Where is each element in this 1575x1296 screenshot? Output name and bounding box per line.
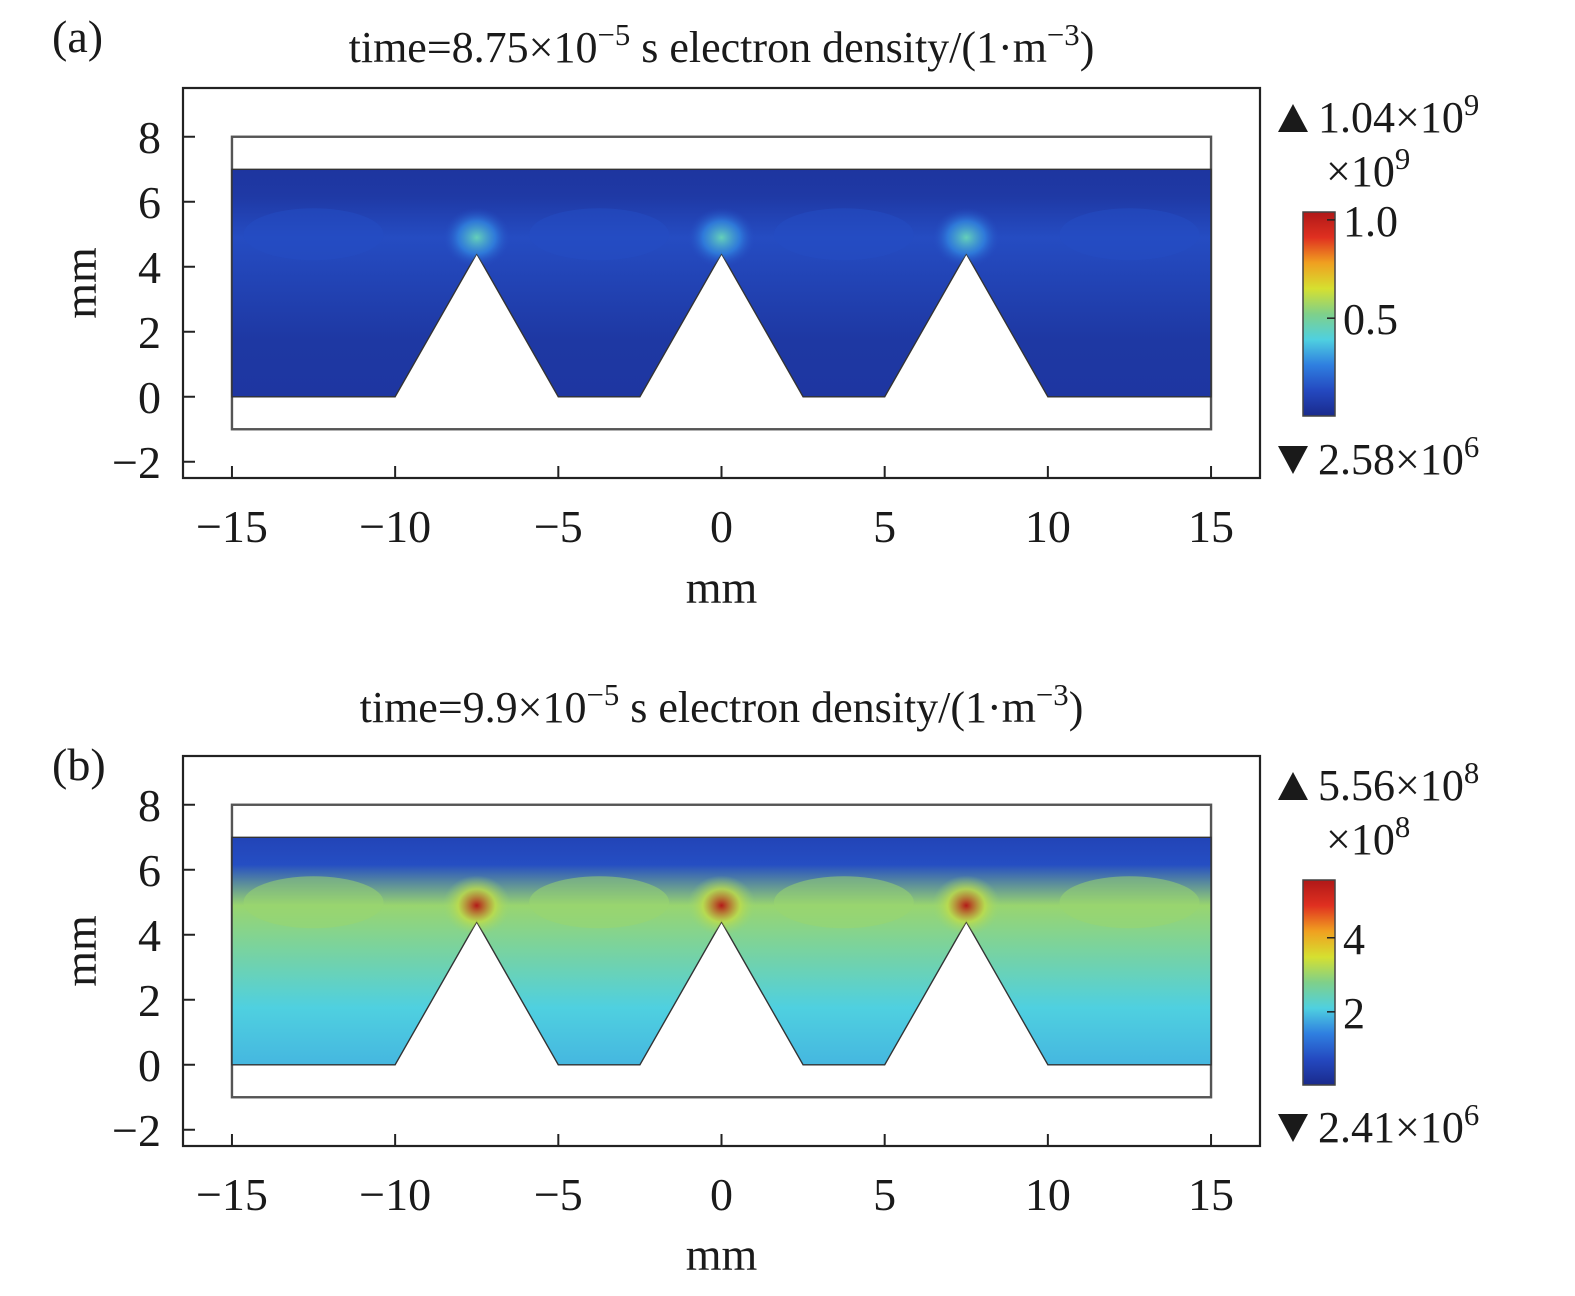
max-triangle-icon [1278, 772, 1308, 800]
x-tick-label: 5 [873, 1169, 896, 1220]
density-lobe-3 [773, 876, 914, 929]
density-lobe-4 [1059, 208, 1200, 261]
x-tick-label: −5 [534, 1169, 583, 1220]
colorbar-min-label: 2.58×106 [1318, 430, 1479, 484]
colorbar [1302, 879, 1336, 1086]
y-tick-label: 0 [138, 372, 161, 423]
colorbar-tick-label: 0.5 [1343, 295, 1398, 344]
colorbar-tick-label: 2 [1343, 989, 1365, 1038]
x-tick-label: 15 [1188, 501, 1234, 552]
x-tick-label: −15 [196, 501, 268, 552]
y-tick-label: 6 [138, 177, 161, 228]
min-triangle-icon [1278, 446, 1308, 474]
hotspot-3 [932, 875, 1001, 936]
x-tick-label: 0 [710, 1169, 733, 1220]
min-triangle-icon [1278, 1114, 1308, 1142]
y-tick-label: 4 [138, 910, 161, 961]
x-tick-label: 10 [1025, 501, 1071, 552]
colorbar-scale-label: ×108 [1326, 810, 1410, 864]
y-axis-label: mm [55, 915, 106, 987]
density-lobe-4 [1059, 876, 1200, 929]
chart-title: time=8.75×10−5 s electron density/(1·m−3… [349, 18, 1095, 72]
density-lobe-2 [529, 876, 670, 929]
density-lobe-1 [243, 208, 384, 261]
x-axis-label: mm [686, 1229, 758, 1280]
colorbar-scale-label: ×109 [1326, 142, 1410, 196]
y-tick-label: 8 [138, 780, 161, 831]
x-tick-label: −5 [534, 501, 583, 552]
colorbar-tick-label: 4 [1343, 915, 1365, 964]
colorbar-max-label: 5.56×108 [1318, 756, 1479, 810]
hotspot-2 [687, 875, 756, 936]
x-tick-label: −10 [359, 501, 431, 552]
y-tick-label: −2 [112, 437, 161, 488]
chart-panel-a: −15 −10 −5 0 5 10 15 8 6 4 2 0 −2 mm mm time=8.75×10−5 … [52, 11, 1479, 613]
y-tick-label: 8 [138, 112, 161, 163]
y-tick-label: 4 [138, 242, 161, 293]
y-tick-label: 6 [138, 845, 161, 896]
x-tick-label: 0 [710, 501, 733, 552]
x-axis-label: mm [686, 562, 758, 613]
chart-panel-b: −15 −10 −5 0 5 10 15 8 6 4 2 0 −2 mm mm time=9.9×10−5 s… [52, 678, 1479, 1280]
y-tick-label: 2 [138, 307, 161, 358]
density-hotspots [243, 207, 1200, 268]
density-hotspots [243, 875, 1200, 936]
density-lobe-2 [529, 208, 670, 261]
x-tick-label: 5 [873, 501, 896, 552]
hotspot-1 [442, 207, 511, 268]
colorbar [1302, 211, 1336, 417]
density-lobe-1 [243, 876, 384, 929]
panel-label: (b) [52, 739, 106, 790]
y-tick-label: 2 [138, 975, 161, 1026]
colorbar-max-label: 1.04×109 [1318, 88, 1479, 142]
colorbar-tick-label: 1.0 [1343, 197, 1398, 246]
x-tick-label: −15 [196, 1169, 268, 1220]
hotspot-1 [442, 875, 511, 936]
hotspot-3 [932, 207, 1001, 268]
x-tick-label: 15 [1188, 1169, 1234, 1220]
y-axis-label: mm [55, 247, 106, 319]
y-tick-label: 0 [138, 1040, 161, 1091]
colorbar-min-label: 2.41×106 [1318, 1098, 1479, 1152]
hotspot-2 [687, 207, 756, 268]
panel-label: (a) [52, 11, 103, 62]
density-lobe-3 [773, 208, 914, 261]
max-triangle-icon [1278, 104, 1308, 132]
chart-title: time=9.9×10−5 s electron density/(1·m−3) [360, 678, 1084, 732]
x-tick-label: 10 [1025, 1169, 1071, 1220]
y-tick-label: −2 [112, 1105, 161, 1156]
x-tick-label: −10 [359, 1169, 431, 1220]
